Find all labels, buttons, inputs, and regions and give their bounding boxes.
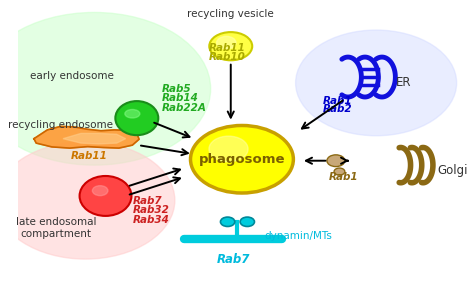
Text: Rab1: Rab1 — [329, 172, 359, 182]
Text: Rab2: Rab2 — [322, 104, 352, 114]
Text: Rab11: Rab11 — [71, 151, 108, 161]
Text: phagosome: phagosome — [199, 153, 285, 166]
Ellipse shape — [80, 176, 131, 216]
Text: Rab7: Rab7 — [132, 196, 162, 206]
Text: Golgi: Golgi — [438, 165, 468, 178]
Text: Rab10: Rab10 — [209, 52, 245, 62]
Circle shape — [220, 217, 235, 227]
Text: Rab1: Rab1 — [322, 96, 352, 106]
Text: late endosomal: late endosomal — [16, 217, 97, 227]
Text: Rab22A: Rab22A — [162, 103, 206, 113]
Circle shape — [191, 125, 293, 193]
Text: Rab11: Rab11 — [209, 43, 245, 53]
Text: ER: ER — [396, 76, 412, 89]
Circle shape — [240, 217, 255, 227]
Text: dynamin/MTs: dynamin/MTs — [264, 231, 332, 241]
Text: Rab7: Rab7 — [217, 253, 250, 266]
Text: compartment: compartment — [21, 229, 92, 239]
Text: early endosome: early endosome — [30, 71, 114, 81]
Circle shape — [210, 32, 252, 60]
Circle shape — [217, 36, 236, 49]
Circle shape — [327, 155, 345, 167]
Circle shape — [334, 168, 345, 175]
Circle shape — [209, 136, 248, 162]
Text: Rab34: Rab34 — [132, 215, 169, 225]
Ellipse shape — [92, 186, 108, 196]
Text: Rab32: Rab32 — [132, 205, 169, 215]
Ellipse shape — [125, 109, 140, 118]
Polygon shape — [63, 133, 126, 144]
Text: recycling endosome: recycling endosome — [8, 120, 113, 130]
Text: Rab14: Rab14 — [162, 93, 198, 103]
Ellipse shape — [115, 101, 158, 135]
Text: recycling vesicle: recycling vesicle — [187, 9, 274, 19]
Text: Rab5: Rab5 — [162, 84, 191, 94]
Circle shape — [296, 30, 456, 136]
Circle shape — [0, 12, 210, 165]
Polygon shape — [34, 126, 139, 148]
Circle shape — [0, 142, 175, 259]
